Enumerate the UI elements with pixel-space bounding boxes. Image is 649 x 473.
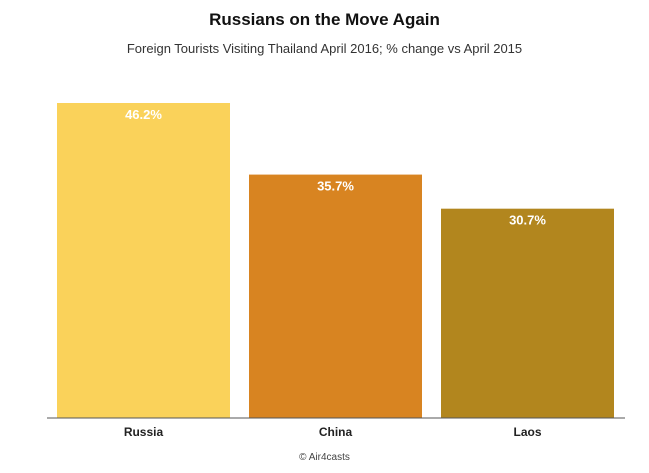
chart-title: Russians on the Move Again [209,10,440,29]
bar-russia [57,103,230,418]
category-label-laos: Laos [513,425,541,439]
bars-group [57,103,614,418]
value-label-russia: 46.2% [125,107,162,122]
labels-group: 46.2% Russia 35.7% China 30.7% Laos [124,107,547,439]
value-label-laos: 30.7% [509,213,546,228]
source-credit: © Air4casts [299,452,350,463]
bar-china [249,174,422,418]
bar-laos [441,208,614,418]
chart-subtitle: Foreign Tourists Visiting Thailand April… [126,41,523,56]
category-label-russia: Russia [124,425,164,439]
category-label-china: China [319,425,353,439]
value-label-china: 35.7% [317,179,354,194]
